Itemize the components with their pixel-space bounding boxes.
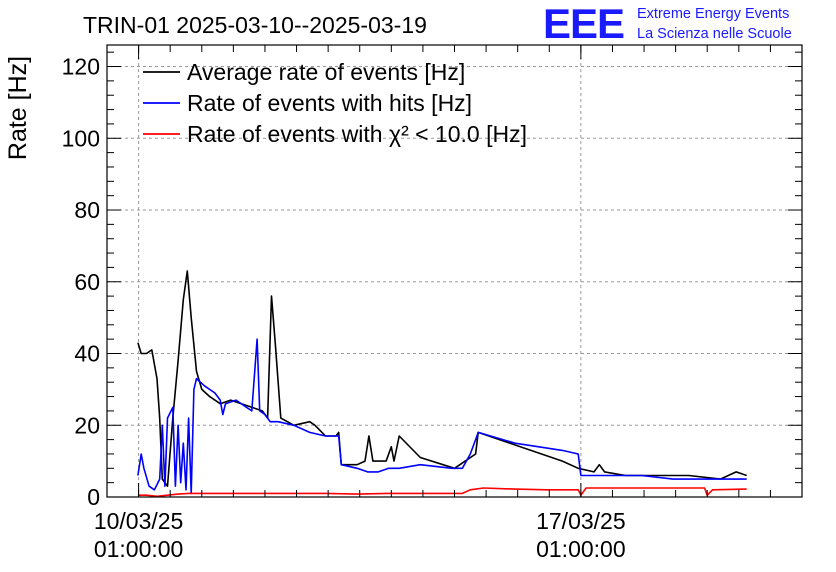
x-tick-time-label: 01:00:00 [94,536,184,562]
legend-label-1: Average rate of events [Hz] [187,59,465,85]
axis-ticks: 02040608010012010/03/2501:00:0017/03/250… [62,45,802,562]
legend-label-3: Rate of events with χ² < 10.0 [Hz] [187,121,527,147]
y-tick-label: 80 [74,197,100,223]
y-axis-label: Rate [Hz] [4,56,32,160]
series-lines [137,270,747,498]
series-line-3 [137,487,747,498]
logo-line-1: Extreme Energy Events [637,6,789,22]
y-tick-label: 20 [74,412,100,438]
y-tick-label: 40 [74,341,100,367]
legend-label-2: Rate of events with hits [Hz] [187,90,472,116]
chart-title: TRIN-01 2025-03-10--2025-03-19 [83,12,427,38]
series-line-2 [137,338,747,495]
x-tick-date-label: 17/03/25 [536,508,626,534]
x-tick-date-label: 10/03/25 [94,508,184,534]
grid [107,45,802,497]
legend: Average rate of events [Hz] Rate of event… [143,59,527,147]
y-tick-label: 60 [74,269,100,295]
y-tick-label: 0 [87,484,100,510]
y-tick-label: 100 [62,125,100,151]
y-tick-label: 120 [62,54,100,80]
series-line-1 [137,270,747,488]
logo-line-2: La Scienza nelle Scuole [637,26,792,42]
x-tick-time-label: 01:00:00 [536,536,626,562]
logo-mark: EEE [543,0,624,47]
eee-logo: EEE Extreme Energy Events La Scienza nel… [543,0,792,47]
